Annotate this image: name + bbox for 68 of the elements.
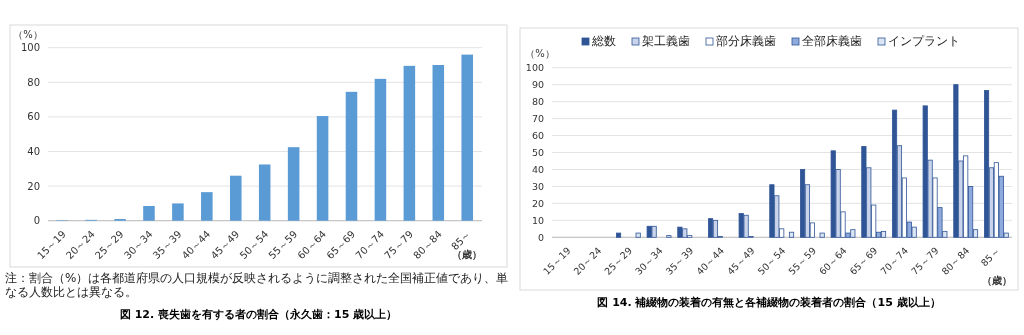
bar	[953, 84, 959, 238]
text: 注：割合（%）は各都道府県の人口規模が反映されるように調整された全国補正値であり、単なる人数比とは異なる。	[5, 271, 510, 299]
legend-label: インプラント	[888, 34, 960, 48]
y-axis-title: （%）	[13, 29, 43, 40]
y-tick-label: 20	[27, 180, 40, 192]
bar	[432, 65, 445, 221]
legend-label: 全部床義歯	[802, 34, 862, 48]
x-tick-label: 55～59	[786, 244, 819, 277]
y-tick-label: 30	[531, 180, 544, 192]
bar	[800, 169, 806, 238]
x-tick-label: 50～54	[755, 244, 788, 277]
y-tick-label: 50	[531, 147, 544, 158]
y-tick-label: 60	[27, 111, 40, 123]
y-tick-label: 100	[525, 62, 544, 74]
legend-label: 架工義歯	[642, 34, 690, 48]
y-tick-label: 80	[27, 76, 40, 88]
bar	[287, 147, 300, 221]
bar	[892, 109, 898, 238]
x-tick-label: 60～64	[816, 244, 849, 277]
legend-label: 部分床義歯	[716, 34, 776, 48]
bar	[708, 218, 714, 238]
x-tick-label: 65～69	[847, 244, 880, 277]
y-tick-label: 80	[531, 96, 544, 108]
bar	[616, 232, 622, 238]
y-tick-label: 40	[27, 146, 40, 157]
bar	[819, 232, 825, 238]
y-tick-label: 0	[537, 231, 544, 243]
bar	[374, 78, 387, 221]
x-axis-title: （歳）	[982, 275, 1012, 286]
y-tick-label: 40	[531, 163, 544, 175]
bar	[258, 164, 271, 221]
y-tick-label: 70	[531, 113, 544, 125]
y-tick-label: 60	[531, 130, 544, 142]
legend-label: 総数	[591, 34, 616, 48]
bar	[461, 54, 474, 221]
bar	[984, 90, 990, 238]
y-tick-label: 90	[531, 79, 544, 91]
y-tick-label: 100	[20, 42, 40, 54]
bar	[316, 116, 329, 221]
x-tick-label: 15～19	[540, 244, 573, 277]
bar	[229, 175, 242, 221]
bar	[345, 91, 358, 221]
x-tick-label: 85～	[978, 244, 1003, 269]
x-tick-label: 20～24	[571, 244, 604, 277]
x-tick-label: 80～84	[411, 228, 445, 262]
text: 図 12. 喪失歯を有する者の割合（永久歯：15 歳以上）	[118, 307, 399, 322]
bar	[788, 231, 795, 238]
bar	[712, 219, 719, 238]
x-tick-label: 30～34	[632, 244, 665, 277]
x-tick-label: 25～29	[602, 244, 635, 277]
bar	[201, 192, 213, 221]
bar	[172, 203, 184, 221]
x-tick-label: 35～39	[663, 244, 696, 277]
x-tick-label: 75～79	[908, 244, 941, 277]
bar	[403, 65, 416, 221]
bar	[143, 206, 155, 221]
x-axis-title: （歳）	[452, 249, 482, 260]
y-tick-label: 0	[33, 215, 40, 227]
y-tick-label: 10	[531, 214, 544, 226]
x-tick-label: 80～84	[939, 244, 972, 277]
x-tick-label: 70～74	[878, 244, 911, 277]
x-tick-label: 40～44	[694, 244, 727, 277]
text: 図 14. 補綴物の装着の有無と各補綴物の装着者の割合（15 歳以上）	[596, 295, 942, 310]
x-tick-label: 45～49	[724, 244, 757, 277]
y-axis-title: （%）	[525, 48, 555, 59]
bar	[635, 232, 641, 238]
y-tick-label: 20	[531, 197, 544, 209]
bar	[880, 230, 887, 238]
